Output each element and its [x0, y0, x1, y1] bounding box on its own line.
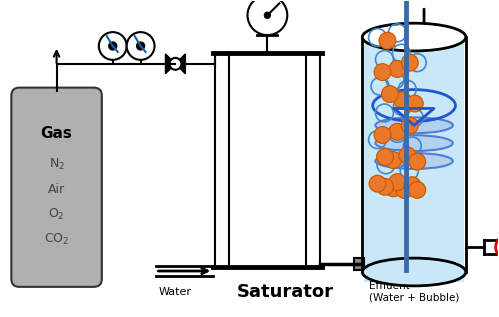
Circle shape: [374, 126, 391, 143]
Circle shape: [369, 175, 386, 192]
Circle shape: [377, 148, 393, 165]
Circle shape: [404, 177, 421, 194]
Circle shape: [399, 147, 416, 164]
Circle shape: [389, 123, 406, 140]
Text: Saturator: Saturator: [237, 283, 333, 301]
Circle shape: [389, 174, 406, 191]
Circle shape: [389, 61, 406, 77]
Circle shape: [385, 152, 402, 169]
Circle shape: [381, 86, 398, 102]
Circle shape: [406, 95, 423, 112]
Circle shape: [137, 42, 145, 50]
Ellipse shape: [375, 135, 453, 151]
Circle shape: [377, 178, 393, 195]
Circle shape: [385, 180, 402, 197]
Bar: [354, 258, 364, 270]
Circle shape: [264, 12, 270, 18]
Polygon shape: [176, 54, 185, 74]
Circle shape: [248, 0, 287, 35]
Circle shape: [401, 54, 418, 71]
Text: O$_2$: O$_2$: [48, 207, 65, 222]
Circle shape: [401, 117, 418, 134]
Ellipse shape: [362, 258, 466, 286]
Text: Water: Water: [159, 287, 192, 297]
Circle shape: [109, 42, 117, 50]
Bar: [364, 37, 464, 282]
Circle shape: [409, 182, 426, 198]
Text: CO$_2$: CO$_2$: [44, 232, 69, 247]
Circle shape: [496, 236, 499, 258]
Text: N$_2$: N$_2$: [48, 158, 65, 172]
Circle shape: [170, 58, 181, 70]
Text: Gas: Gas: [40, 126, 72, 141]
FancyBboxPatch shape: [11, 87, 102, 287]
Circle shape: [394, 92, 411, 109]
Ellipse shape: [362, 23, 466, 51]
Text: Effluent
(Water + Bubble): Effluent (Water + Bubble): [369, 281, 460, 303]
Polygon shape: [166, 54, 176, 74]
Circle shape: [374, 64, 391, 81]
Circle shape: [396, 182, 413, 198]
Circle shape: [99, 32, 127, 60]
Circle shape: [127, 32, 155, 60]
Ellipse shape: [375, 117, 453, 133]
Ellipse shape: [375, 153, 453, 169]
Text: Air: Air: [48, 183, 65, 196]
Circle shape: [409, 153, 426, 170]
Circle shape: [379, 32, 396, 49]
